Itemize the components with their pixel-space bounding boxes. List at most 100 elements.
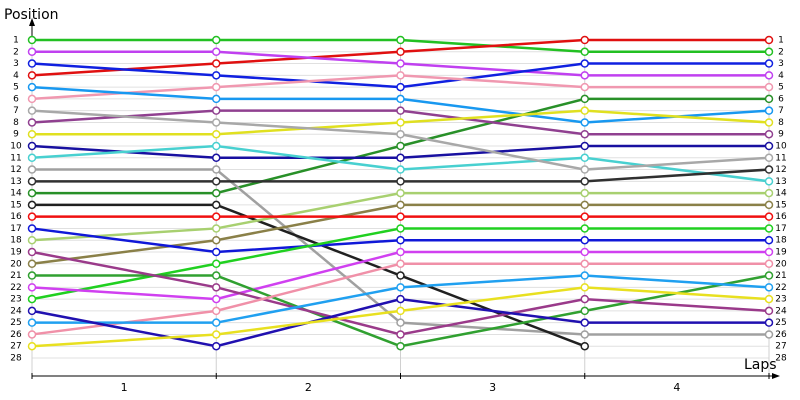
position-marker <box>27 259 37 269</box>
position-marker <box>580 35 589 45</box>
position-marker <box>212 200 221 210</box>
position-marker <box>580 212 589 221</box>
position-marker <box>580 177 589 186</box>
y-tick-label-right: 24 <box>775 306 787 316</box>
position-marker <box>212 259 221 269</box>
position-marker <box>212 271 221 280</box>
position-marker <box>212 141 221 151</box>
y-tick-label-right: 14 <box>775 189 787 199</box>
y-tick-label-right: 23 <box>775 295 786 305</box>
position-marker <box>580 341 589 351</box>
position-marker <box>27 35 37 45</box>
lap-label: 4 <box>673 381 680 394</box>
position-marker <box>396 306 405 316</box>
position-marker <box>27 341 37 351</box>
position-marker <box>396 330 405 339</box>
position-marker <box>580 188 589 198</box>
position-marker <box>212 306 221 316</box>
position-marker <box>27 71 37 80</box>
position-marker <box>396 47 405 57</box>
position-marker <box>212 330 221 339</box>
y-tick-label: 12 <box>10 165 21 175</box>
position-marker <box>396 294 405 304</box>
position-marker <box>764 283 774 292</box>
position-marker <box>27 247 37 257</box>
y-tick-label: 17 <box>10 224 21 234</box>
y-tick-label: 7 <box>13 106 19 116</box>
position-marker <box>27 200 37 210</box>
y-tick-label: 21 <box>10 271 21 281</box>
position-marker <box>580 318 589 327</box>
position-marker <box>764 306 774 316</box>
position-marker <box>764 259 774 269</box>
position-marker <box>764 330 774 339</box>
position-marker <box>764 271 774 280</box>
y-tick-label: 24 <box>10 306 22 316</box>
position-marker <box>212 35 221 45</box>
position-marker <box>396 165 405 174</box>
position-marker <box>764 294 774 304</box>
position-marker <box>580 118 589 127</box>
lap-label: 3 <box>489 381 496 394</box>
position-marker <box>212 294 221 304</box>
position-marker <box>212 118 221 127</box>
y-tick-label-right: 1 <box>778 36 784 46</box>
position-marker <box>27 82 37 92</box>
position-marker <box>764 71 774 80</box>
y-tick-label: 5 <box>13 83 19 93</box>
position-marker <box>27 306 37 316</box>
y-tick-label: 28 <box>10 354 22 364</box>
position-marker <box>396 200 405 210</box>
position-marker <box>396 212 405 221</box>
position-marker <box>764 247 774 257</box>
position-marker <box>27 271 37 280</box>
y-tick-label: 6 <box>13 94 19 104</box>
position-marker <box>212 318 221 327</box>
position-marker <box>580 306 589 316</box>
x-arrow <box>772 373 780 379</box>
position-marker <box>580 82 589 92</box>
position-marker <box>27 94 37 104</box>
position-marker <box>396 153 405 163</box>
position-marker <box>396 224 405 233</box>
position-marker <box>396 271 405 280</box>
y-tick-label-right: 18 <box>775 236 787 246</box>
lap-label: 2 <box>305 381 312 394</box>
position-marker <box>212 153 221 163</box>
position-marker <box>212 224 221 233</box>
position-marker <box>27 235 37 245</box>
y-tick-label: 14 <box>10 189 22 199</box>
position-marker <box>396 35 405 45</box>
position-marker <box>580 165 589 174</box>
position-marker <box>396 318 405 327</box>
y-tick-label: 23 <box>10 295 21 305</box>
position-marker <box>764 82 774 92</box>
y-tick-label-right: 12 <box>775 165 786 175</box>
position-marker <box>396 247 405 257</box>
position-marker <box>27 330 37 339</box>
position-marker <box>212 235 221 245</box>
y-tick-label: 25 <box>10 318 21 328</box>
position-marker <box>212 47 221 57</box>
position-marker <box>764 59 774 68</box>
y-tick-label: 1 <box>13 36 19 46</box>
position-marker <box>396 259 405 269</box>
position-marker <box>580 235 589 245</box>
y-tick-label-right: 6 <box>778 94 784 104</box>
x-axis-label: Laps <box>744 357 777 373</box>
y-tick-label: 19 <box>10 248 22 258</box>
y-tick-label: 22 <box>10 283 21 293</box>
position-marker <box>212 177 221 186</box>
position-marker <box>764 235 774 245</box>
position-marker <box>27 47 37 57</box>
position-marker <box>212 247 221 257</box>
position-marker <box>580 271 589 280</box>
position-marker <box>580 330 589 339</box>
position-marker <box>212 341 221 351</box>
y-tick-label-right: 20 <box>775 259 787 269</box>
position-marker <box>764 212 774 221</box>
position-marker <box>764 47 774 57</box>
position-marker <box>764 200 774 210</box>
lap-label: 1 <box>121 381 128 394</box>
y-tick-label: 13 <box>10 177 21 187</box>
